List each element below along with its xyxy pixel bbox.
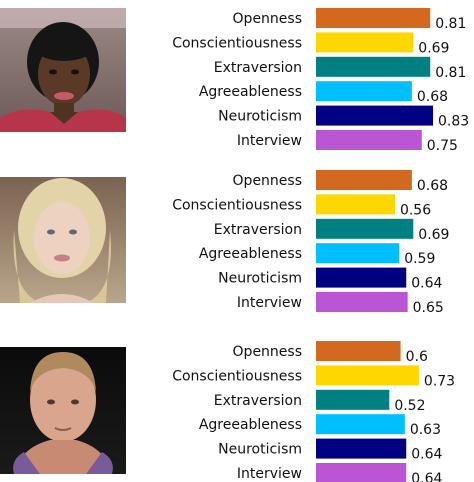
category-label-conscientiousness: Conscientiousness [172, 368, 302, 384]
value-label-openness: 0.81 [435, 16, 466, 32]
bar-agreeableness [316, 243, 400, 264]
bar-chart-2: Openness 0.68 Conscientiousness 0.56 Extrave… [172, 170, 449, 316]
category-label-interview: Interview [237, 133, 302, 149]
bar-interview [316, 292, 408, 312]
bar-openness [316, 341, 401, 361]
value-label-neuroticism: 0.64 [411, 447, 442, 463]
value-label-neuroticism: 0.64 [411, 276, 442, 292]
photo-1 [0, 8, 126, 132]
bar-extraversion [316, 218, 414, 239]
value-label-extraversion: 0.52 [394, 398, 425, 414]
bar-conscientiousness [316, 365, 419, 386]
value-label-openness: 0.6 [406, 349, 428, 365]
value-label-conscientiousness: 0.56 [400, 202, 431, 218]
bar-interview [316, 463, 407, 482]
category-label-extraversion: Extraversion [214, 222, 302, 238]
category-label-conscientiousness: Conscientiousness [172, 35, 302, 51]
bar-chart-1: Openness 0.81 Conscientiousness 0.69 Extrave… [172, 8, 469, 154]
category-label-extraversion: Extraversion [214, 393, 302, 409]
category-label-neuroticism: Neuroticism [218, 271, 302, 287]
bar-neuroticism [316, 105, 434, 126]
bar-chart-3: Openness 0.6 Conscientiousness 0.73 Extraver… [172, 341, 455, 482]
category-label-openness: Openness [233, 344, 302, 360]
category-label-interview: Interview [237, 295, 302, 311]
bar-extraversion [316, 389, 390, 410]
bar-interview [316, 130, 422, 150]
bar-neuroticism [316, 438, 407, 459]
photo-2 [0, 177, 126, 303]
category-label-openness: Openness [233, 11, 302, 27]
bar-openness [316, 170, 412, 190]
category-label-neuroticism: Neuroticism [218, 109, 302, 125]
value-label-extraversion: 0.81 [435, 65, 466, 81]
category-label-interview: Interview [237, 466, 302, 482]
bar-conscientiousness [316, 194, 395, 215]
value-label-openness: 0.68 [417, 178, 448, 194]
category-label-agreeableness: Agreeableness [199, 246, 302, 262]
bar-neuroticism [316, 267, 407, 288]
category-label-agreeableness: Agreeableness [199, 84, 302, 100]
category-label-agreeableness: Agreeableness [199, 417, 302, 433]
bar-charts: Openness 0.81 Conscientiousness 0.69 Extrave… [172, 8, 469, 482]
category-label-neuroticism: Neuroticism [218, 442, 302, 458]
value-label-agreeableness: 0.59 [404, 251, 435, 267]
value-label-extraversion: 0.69 [418, 227, 449, 243]
value-label-interview: 0.65 [413, 300, 444, 316]
category-label-openness: Openness [233, 173, 302, 189]
photo-3 [0, 347, 126, 474]
bar-conscientiousness [316, 32, 414, 53]
value-label-conscientiousness: 0.73 [424, 373, 455, 389]
value-label-conscientiousness: 0.69 [418, 40, 449, 56]
bar-openness [316, 8, 431, 28]
value-label-neuroticism: 0.83 [438, 114, 469, 130]
bar-agreeableness [316, 81, 412, 102]
category-label-extraversion: Extraversion [214, 60, 302, 76]
value-label-agreeableness: 0.63 [410, 422, 441, 438]
value-label-interview: 0.75 [427, 138, 458, 154]
value-label-interview: 0.64 [411, 471, 442, 482]
bar-agreeableness [316, 414, 405, 435]
bar-extraversion [316, 56, 431, 77]
category-label-conscientiousness: Conscientiousness [172, 197, 302, 213]
value-label-agreeableness: 0.68 [417, 89, 448, 105]
